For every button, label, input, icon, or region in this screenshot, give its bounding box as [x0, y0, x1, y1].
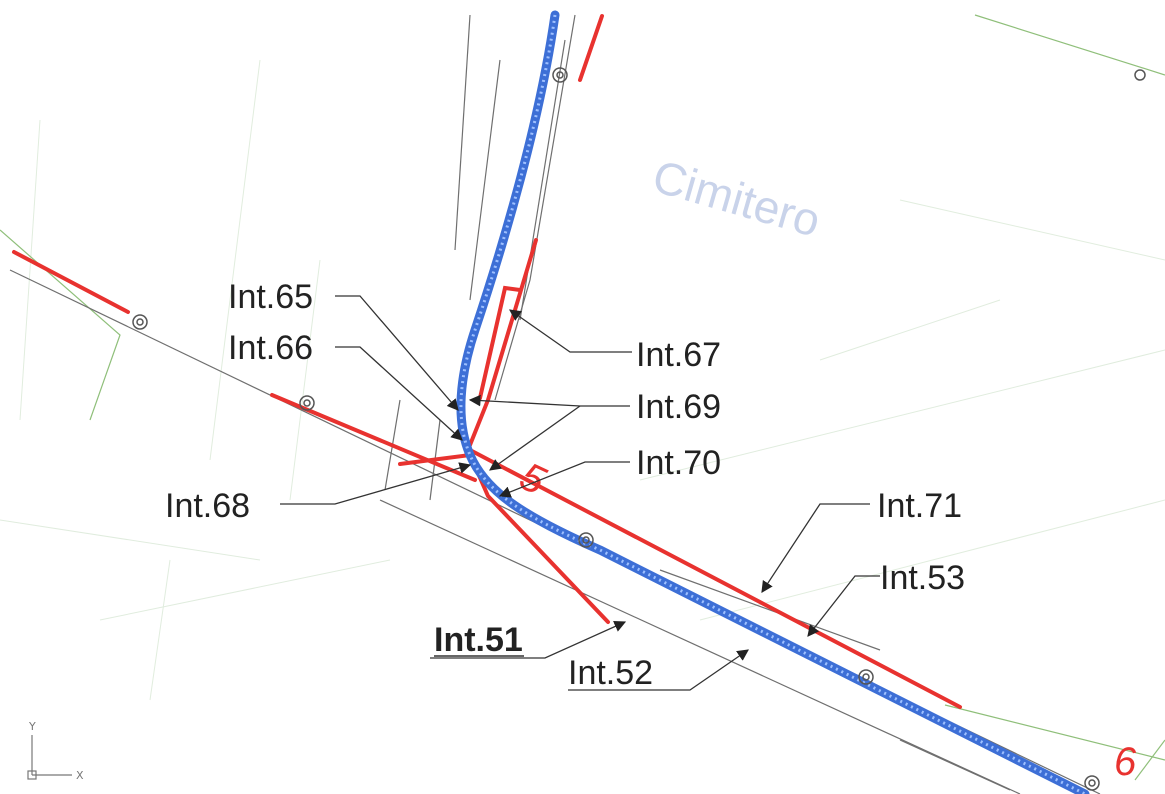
- label-int52: Int.52: [568, 654, 653, 692]
- red-line-west: [12, 250, 130, 314]
- label-int68: Int.68: [165, 487, 250, 525]
- label-int66: Int.66: [228, 329, 313, 367]
- leader-int53: [807, 575, 880, 637]
- red-line-north-east: [464, 238, 538, 457]
- leader-int68: [280, 462, 472, 505]
- pipeline: [456, 10, 1090, 794]
- axis-label-x: X: [76, 769, 84, 782]
- ucs-axis-icon: [27, 735, 72, 780]
- label-int67: Int.67: [636, 336, 721, 374]
- manhole-marker: [552, 67, 568, 83]
- pipeline-dots: [459, 14, 1086, 794]
- manhole-marker: [299, 395, 315, 411]
- label-int65: Int.65: [228, 278, 313, 316]
- leader-int71: [761, 503, 870, 593]
- leader-int66: [335, 346, 463, 441]
- label-int71: Int.71: [877, 487, 962, 525]
- manhole-marker: [132, 314, 148, 330]
- label-int51: Int.51: [434, 621, 523, 659]
- red-line-south-east: [468, 448, 962, 709]
- label-int70: Int.70: [636, 444, 721, 482]
- manhole-marker: [1084, 775, 1100, 791]
- segment-number-6: 6: [1114, 740, 1137, 784]
- leader-lines: [280, 295, 880, 691]
- leader-int67: [509, 309, 632, 353]
- label-int69: Int.69: [636, 388, 721, 426]
- leader-int51: [430, 620, 627, 659]
- manhole-marker: [1134, 69, 1146, 81]
- red-boundary-lines: [12, 14, 962, 709]
- manhole-marker: [578, 532, 594, 548]
- segment-number-5: 5: [513, 454, 552, 504]
- background-linework: [0, 59, 1165, 701]
- leader-int69-a: [468, 394, 630, 407]
- leader-int69-b: [489, 405, 581, 471]
- red-line-hook: [478, 285, 522, 400]
- leader-int70: [498, 461, 630, 498]
- red-line-north-top: [578, 14, 604, 82]
- leader-int65: [335, 295, 459, 411]
- manhole-marker: [858, 669, 874, 685]
- leader-int52: [568, 649, 749, 691]
- manhole-markers: [132, 67, 1146, 791]
- area-label-cimitero: Cimitero: [647, 150, 826, 247]
- axis-label-y: Y: [28, 720, 36, 733]
- intervention-labels: Int.65 Int.66 Int.67 Int.69 Int.70 Int.6…: [165, 278, 965, 692]
- label-int53: Int.53: [880, 559, 965, 597]
